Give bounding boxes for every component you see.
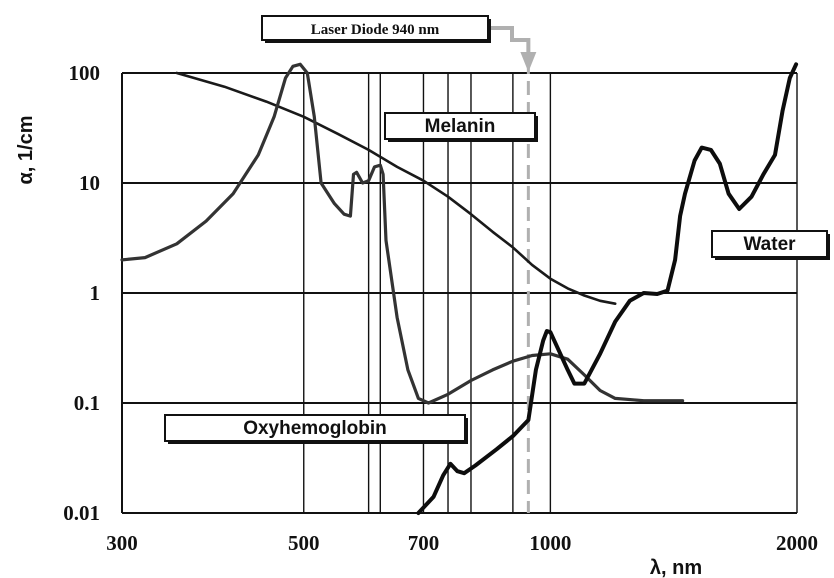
y-tick-label: 10 — [79, 171, 100, 195]
series-line-water — [416, 62, 799, 515]
laser-arrow-connector — [488, 26, 531, 56]
y-tick-labels: 100 10 1 0.1 0.01 — [63, 61, 100, 525]
annotation-label-water: Water — [743, 234, 796, 255]
annotation-box-oxyhemoglobin — [164, 414, 466, 442]
y-tick-label: 1 — [90, 281, 101, 305]
y-axis-label: α, 1/cm — [15, 116, 37, 185]
annotation-label-laser-diode-940-nm: Laser Diode 940 nm — [311, 22, 440, 38]
x-tick-label: 300 — [106, 531, 138, 555]
annotation-label-melanin: Melanin — [425, 116, 496, 137]
x-tick-labels: 300 500 700 1000 2000 — [106, 531, 818, 555]
annotation-box-water — [711, 230, 828, 258]
y-tick-label: 0.01 — [63, 501, 100, 525]
x-tick-label: 1000 — [529, 531, 571, 555]
annotation-label-oxyhemoglobin: Oxyhemoglobin — [243, 418, 387, 439]
annotation-box-melanin — [384, 112, 536, 140]
x-axis-label: λ, nm — [650, 557, 702, 578]
series-lines — [120, 62, 799, 515]
laser-arrow-head — [520, 52, 537, 72]
annotation-box-laser-diode-940-nm — [261, 15, 489, 41]
series-line-melanin — [175, 71, 617, 305]
laser-marker-line — [488, 26, 537, 513]
y-tick-label: 0.1 — [74, 391, 100, 415]
x-tick-label: 700 — [408, 531, 440, 555]
y-tick-label: 100 — [69, 61, 101, 85]
annotations: Melanin Oxyhemoglobin Water Laser Diode 940… — [164, 15, 830, 444]
grid-lines — [121, 72, 798, 514]
x-tick-label: 500 — [288, 531, 320, 555]
x-tick-label: 2000 — [776, 531, 818, 555]
